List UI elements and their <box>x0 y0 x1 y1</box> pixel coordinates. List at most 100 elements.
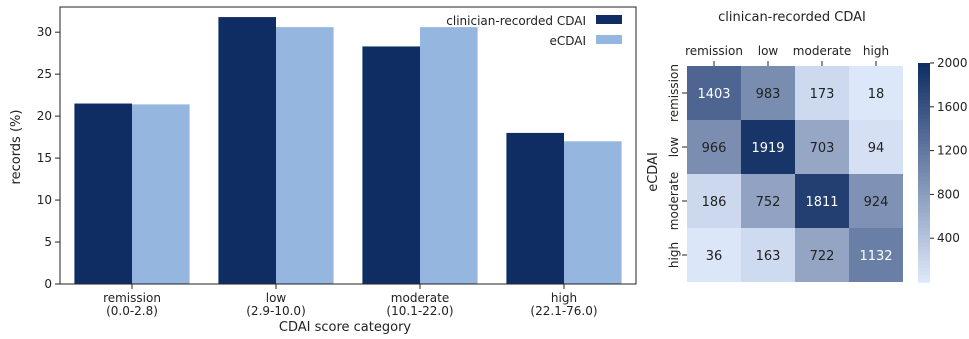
colorbar-segment <box>918 165 930 170</box>
colorbar-segment <box>918 103 930 108</box>
heatmap-cell <box>741 174 795 228</box>
heatmap-cell <box>849 120 903 174</box>
colorbar-segment <box>918 278 930 283</box>
heatmap-cell-value: 966 <box>702 141 727 156</box>
colorbar-segment <box>918 260 930 265</box>
heatmap-cell-value: 1919 <box>751 141 784 156</box>
heatmap-cell-value: 173 <box>810 87 835 102</box>
bar-x-tick-label: low <box>266 291 287 305</box>
colorbar-segment <box>918 223 930 228</box>
bar-moderate-series-2 <box>420 27 478 285</box>
colorbar-segment <box>918 121 930 126</box>
bar-y-ticks: 0 5 10 15 20 25 30 <box>37 25 60 291</box>
heatmap-x-tick-label: remission <box>685 44 743 58</box>
legend-label-series-2: eCDAI <box>549 34 586 48</box>
bar-x-tick-label: remission <box>103 291 161 305</box>
heatmap-y-tick-label: remission <box>667 64 681 122</box>
colorbar-segment <box>918 212 930 217</box>
colorbar-segment <box>918 194 930 199</box>
colorbar-segment <box>918 125 930 130</box>
bar-marks <box>74 17 622 285</box>
colorbar-segment <box>918 95 930 101</box>
colorbar-segment <box>918 183 930 188</box>
colorbar-segment <box>918 179 930 185</box>
heatmap-cell <box>795 174 849 228</box>
bar-y-tick-label: 30 <box>37 25 52 39</box>
colorbar-segment <box>918 146 930 152</box>
colorbar-segment <box>918 143 930 148</box>
colorbar-segment <box>918 172 930 177</box>
colorbar-segment <box>918 168 930 174</box>
colorbar: 400 800 1200 1600 2000 <box>918 56 968 283</box>
colorbar-tick-label: 800 <box>937 187 960 201</box>
bar-moderate-series-1 <box>362 46 420 285</box>
legend-swatch-series-1 <box>596 15 622 24</box>
colorbar-segment <box>918 274 930 279</box>
bar-x-tick-range: (2.9-10.0) <box>246 304 306 318</box>
heatmap-cell-value: 36 <box>706 249 723 264</box>
colorbar-segment <box>918 263 930 268</box>
colorbar-segment <box>918 139 930 144</box>
bar-remission-series-2 <box>132 104 190 285</box>
colorbar-segment <box>918 230 930 236</box>
colorbar-segment <box>918 187 930 192</box>
bar-plot-frame <box>59 6 637 285</box>
heatmap-cell-value: 94 <box>868 141 885 156</box>
colorbar-segment <box>918 128 930 133</box>
colorbar-segment <box>918 70 930 75</box>
colorbar-segment <box>918 88 930 93</box>
heatmap-y-tick-label: moderate <box>667 172 681 230</box>
heatmap-y-tick-label: low <box>667 137 681 158</box>
colorbar-tick-label: 1600 <box>937 100 968 114</box>
heatmap-cell-value: 186 <box>702 195 727 210</box>
heatmap-x-ticks: remission low moderate high <box>685 44 889 66</box>
colorbar-segment <box>918 73 930 79</box>
heatmap-cell <box>795 228 849 282</box>
colorbar-segment <box>918 227 930 232</box>
colorbar-segment <box>918 252 930 258</box>
colorbar-segment <box>918 106 930 112</box>
colorbar-segment <box>918 99 930 104</box>
heatmap-x-tick-label: high <box>863 44 889 58</box>
colorbar-segment <box>918 81 930 86</box>
bar-low-series-1 <box>218 17 276 285</box>
bar-low-series-2 <box>276 27 334 285</box>
colorbar-segment <box>918 271 930 276</box>
colorbar-segment <box>918 136 930 141</box>
bar-x-tick-range: (10.1-22.0) <box>386 304 453 318</box>
colorbar-segment <box>918 198 930 203</box>
bar-y-axis-label: records (%) <box>9 110 24 185</box>
colorbar-segment <box>918 249 930 254</box>
colorbar-segment <box>918 205 930 210</box>
bar-x-ticks: remission(0.0-2.8)low(2.9-10.0)moderate(… <box>103 284 598 318</box>
heatmap-x-tick-label: low <box>758 44 779 58</box>
heatmap-cell <box>849 66 903 120</box>
colorbar-tick-label: 1200 <box>937 144 968 158</box>
heatmap-cell <box>741 66 795 120</box>
heatmap-cell-value: 163 <box>756 249 781 264</box>
bar-high-series-2 <box>564 141 622 284</box>
colorbar-segment <box>918 245 930 250</box>
heatmap-cell <box>687 228 741 282</box>
heatmap-cell-value: 752 <box>756 195 781 210</box>
heatmap-cells: 1403 983 173 18 966 1919 703 94 186 752 1811 924 36 1… <box>687 66 903 282</box>
colorbar-segment <box>918 190 930 195</box>
heatmap-cell-value: 1811 <box>805 195 838 210</box>
colorbar-segment <box>918 201 930 206</box>
heatmap-cell <box>849 228 903 282</box>
colorbar-segment <box>918 77 930 82</box>
bar-x-tick-label: high <box>551 291 577 305</box>
heatmap-cell-value: 703 <box>810 141 835 156</box>
colorbar-segment <box>918 154 930 159</box>
heatmap-chart: clinican-recorded CDAI eCDAI 1403 983 173 1… <box>646 10 968 283</box>
heatmap-cell <box>687 120 741 174</box>
heatmap-x-tick-label: moderate <box>793 44 851 58</box>
colorbar-segment <box>918 157 930 163</box>
heatmap-cell-value: 18 <box>868 87 885 102</box>
colorbar-segment <box>918 92 930 97</box>
colorbar-segment <box>918 161 930 166</box>
colorbar-segment <box>918 234 930 239</box>
legend-label-series-1: clinician-recorded CDAI <box>446 14 586 28</box>
heatmap-y-axis-label: eCDAI <box>646 152 661 192</box>
